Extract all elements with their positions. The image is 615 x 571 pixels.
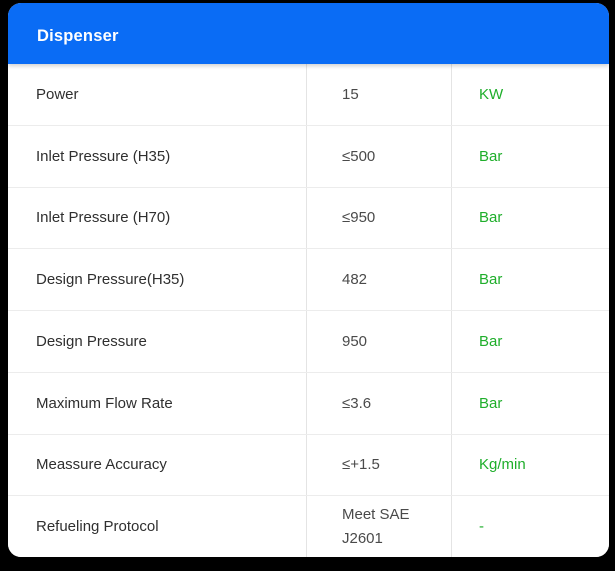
- spec-value: 950: [307, 311, 452, 372]
- spec-unit: Bar: [479, 147, 503, 165]
- spec-unit: Bar: [479, 394, 503, 412]
- spec-unit: Bar: [479, 209, 503, 227]
- spec-table: Power 15 KW Inlet Pressure (H35) ≤500 Ba…: [8, 64, 609, 557]
- table-row: Power 15 KW: [8, 64, 609, 125]
- spec-label: Design Pressure: [8, 311, 307, 372]
- spec-label: Design Pressure(H35): [8, 249, 307, 310]
- spec-value: ≤500: [307, 125, 452, 187]
- spec-value: 15: [307, 64, 452, 125]
- spec-label: Maximum Flow Rate: [8, 372, 307, 434]
- dispenser-spec-card: Dispenser Power 15 KW Inlet Pressure (H3…: [8, 3, 609, 557]
- spec-label: Inlet Pressure (H35): [8, 125, 307, 187]
- table-row: Maximum Flow Rate ≤3.6 Bar: [8, 371, 609, 434]
- spec-unit: KW: [479, 85, 504, 103]
- spec-value: 482: [307, 249, 452, 310]
- spec-label: Meassure Accuracy: [8, 434, 307, 496]
- spec-unit: Bar: [479, 271, 503, 289]
- spec-unit: Kg/min: [479, 456, 526, 474]
- card-header: Dispenser: [8, 3, 609, 64]
- spec-label: Power: [8, 64, 307, 125]
- table-row: Refueling Protocol Meet SAE J2601 -: [8, 495, 609, 557]
- table-row: Design Pressure(H35) 482 Bar: [8, 248, 609, 310]
- spec-value: Meet SAE J2601: [307, 496, 452, 557]
- card-title: Dispenser: [37, 27, 119, 45]
- spec-unit: -: [479, 518, 484, 536]
- table-row: Inlet Pressure (H35) ≤500 Bar: [8, 124, 609, 187]
- spec-label: Refueling Protocol: [8, 496, 307, 557]
- spec-value: ≤950: [307, 187, 452, 249]
- table-row: Meassure Accuracy ≤+1.5 Kg/min: [8, 433, 609, 496]
- spec-value: ≤+1.5: [307, 434, 452, 496]
- spec-value: ≤3.6: [307, 372, 452, 434]
- table-row: Inlet Pressure (H70) ≤950 Bar: [8, 186, 609, 249]
- table-row: Design Pressure 950 Bar: [8, 310, 609, 372]
- spec-unit: Bar: [479, 332, 503, 350]
- spec-label: Inlet Pressure (H70): [8, 187, 307, 249]
